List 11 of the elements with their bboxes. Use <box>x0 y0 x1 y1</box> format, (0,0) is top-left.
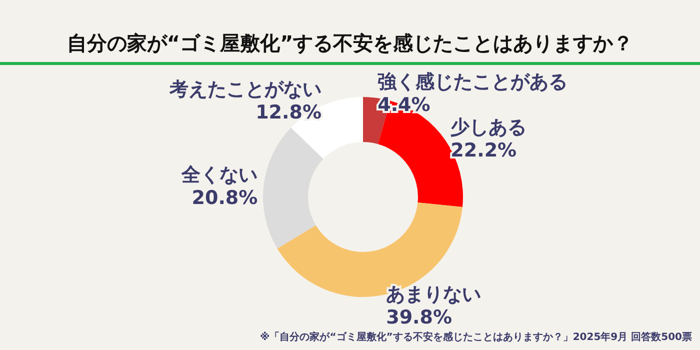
slice-label: 考えたことがない <box>168 78 322 100</box>
text: ※「自分の家が“ゴミ屋敷化”する不安を感じたことはありますか？」2025年9月 回答数500票 <box>260 330 692 344</box>
data-label: 39.8% <box>386 306 452 328</box>
slice-label: 全くない <box>180 164 258 186</box>
donut-slice <box>263 128 324 248</box>
data-label: 22.2% <box>450 139 517 162</box>
chart-title: 自分の家が“ゴミ屋敷化”する不安を感じたことはありますか？ <box>66 30 634 57</box>
slice-label: 少しある <box>450 116 527 138</box>
data-label: 20.8% <box>192 187 258 210</box>
slice-label: 強く感じたことがある <box>378 71 568 94</box>
data-label: 12.8% <box>256 101 322 124</box>
